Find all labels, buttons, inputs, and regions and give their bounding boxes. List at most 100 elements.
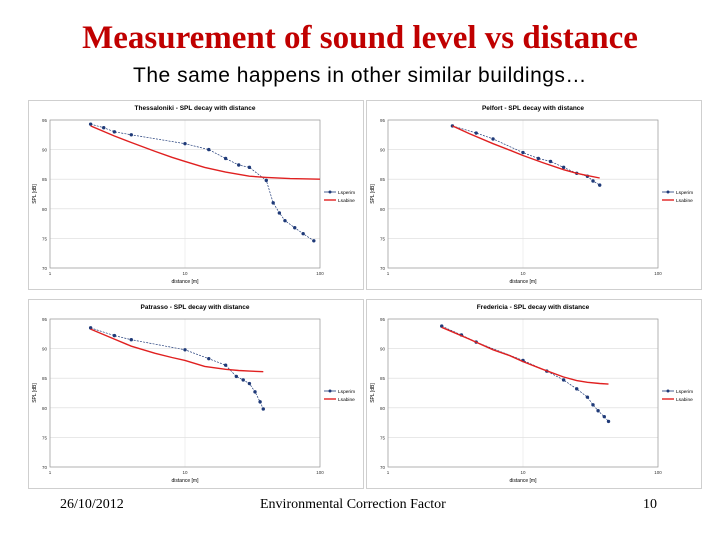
x-axis-label: distance [m] [510, 279, 538, 285]
data-point [183, 141, 187, 146]
data-point [183, 348, 187, 352]
data-point [283, 218, 287, 223]
x-tick-label: 1 [387, 271, 390, 276]
y-tick-label: 75 [380, 435, 386, 440]
data-point [591, 403, 595, 407]
x-axis-label: distance [m] [172, 279, 200, 285]
y-tick-label: 85 [42, 177, 48, 182]
x-tick-label: 100 [654, 470, 662, 475]
y-tick-label: 80 [380, 406, 386, 411]
data-point [536, 156, 541, 161]
data-point [596, 409, 600, 413]
chart-border [28, 100, 364, 290]
chart-panel-pelfort: Pelfort - SPL decay with distance 95 90 85 8… [366, 100, 702, 290]
y-tick-label: 70 [380, 465, 386, 470]
plot-area [387, 318, 659, 468]
data-point [129, 338, 133, 342]
y-tick-label: 90 [42, 347, 48, 352]
series-line-measured [90, 123, 314, 242]
chart-panel-fredericia: Fredericia - SPL decay with distance 95 90… [366, 299, 702, 489]
data-point [312, 239, 316, 243]
chart-border [366, 299, 702, 489]
chart-title: Fredericia - SPL decay with distance [477, 304, 590, 311]
data-point [474, 131, 478, 135]
footer-center-text: Environmental Correction Factor [260, 497, 446, 512]
y-tick-label: 95 [42, 317, 48, 322]
legend-label: Lsperim [676, 389, 693, 395]
y-tick-label: 85 [380, 177, 386, 182]
slide-subtitle: The same happens in other similar buildi… [133, 64, 587, 87]
y-tick-label: 75 [42, 236, 48, 241]
y-tick-label: 80 [380, 207, 386, 212]
plot-area [387, 119, 659, 269]
series-line-sabine [441, 326, 609, 385]
data-point [521, 150, 525, 155]
y-tick-label: 90 [380, 148, 386, 153]
chart-border [28, 299, 364, 489]
legend-marker [666, 190, 670, 194]
data-point [247, 165, 252, 170]
series-line-sabine [90, 328, 264, 373]
legend-label: Lsperim [338, 190, 355, 196]
slide-title: Measurement of sound level vs distance [82, 20, 638, 56]
data-point [575, 387, 579, 391]
y-tick-label: 85 [380, 376, 386, 381]
y-axis-label: SPL [dB] [370, 184, 376, 204]
data-point [261, 407, 265, 411]
data-point [264, 178, 268, 183]
series-line-measured [90, 327, 264, 410]
data-point [207, 356, 211, 361]
chart-title: Pelfort - SPL decay with distance [482, 105, 584, 112]
data-point [293, 226, 297, 230]
y-axis-label: SPL [dB] [32, 184, 38, 204]
chart-svg: Patrasso - SPL decay with distance 95 90 85… [28, 299, 364, 489]
data-point [606, 419, 611, 424]
y-tick-label: 90 [42, 148, 48, 153]
y-tick-label: 80 [42, 207, 48, 212]
data-point [237, 163, 241, 167]
chart-title: Thessaloniki - SPL decay with distance [135, 105, 256, 112]
y-tick-label: 95 [380, 118, 386, 123]
data-point [223, 363, 228, 367]
x-axis-label: distance [m] [172, 478, 200, 484]
y-tick-label: 70 [42, 465, 48, 470]
legend-label: Lsabine [676, 198, 693, 204]
x-tick-label: 1 [49, 271, 52, 276]
legend-marker [666, 389, 670, 393]
footer-page-number: 10 [643, 497, 657, 512]
x-tick-label: 10 [520, 271, 526, 276]
chart-svg: Thessaloniki - SPL decay with distance 95… [28, 100, 364, 290]
data-point [561, 378, 566, 382]
chart-panel-patrasso: Patrasso - SPL decay with distance 95 90 85… [28, 299, 364, 489]
x-tick-label: 10 [182, 470, 188, 475]
x-tick-label: 1 [49, 470, 52, 475]
y-tick-label: 95 [42, 118, 48, 123]
series-line-sabine [452, 125, 600, 179]
data-point [102, 125, 106, 130]
y-tick-label: 85 [42, 376, 48, 381]
y-axis-label: SPL [dB] [370, 383, 376, 403]
y-axis-label: SPL [dB] [32, 383, 38, 403]
plot-area [49, 318, 321, 468]
chart-svg: Pelfort - SPL decay with distance 95 90 85 8… [366, 100, 702, 290]
y-tick-label: 70 [380, 266, 386, 271]
data-point [88, 122, 93, 126]
y-tick-label: 75 [42, 435, 48, 440]
y-tick-label: 70 [42, 266, 48, 271]
y-tick-label: 95 [380, 317, 386, 322]
legend-marker [328, 389, 332, 393]
x-tick-label: 10 [182, 271, 188, 276]
series-line-measured [452, 125, 600, 186]
plot-area [49, 119, 321, 269]
chart-border [366, 100, 702, 290]
y-tick-label: 80 [42, 406, 48, 411]
x-tick-label: 10 [520, 470, 526, 475]
data-point [598, 183, 602, 187]
x-tick-label: 100 [654, 271, 662, 276]
data-point [129, 133, 133, 137]
legend-label: Lsabine [676, 397, 693, 403]
series-line-sabine [90, 125, 321, 180]
data-point [258, 400, 262, 404]
chart-svg: Fredericia - SPL decay with distance 95 90… [366, 299, 702, 489]
x-tick-label: 1 [387, 470, 390, 475]
